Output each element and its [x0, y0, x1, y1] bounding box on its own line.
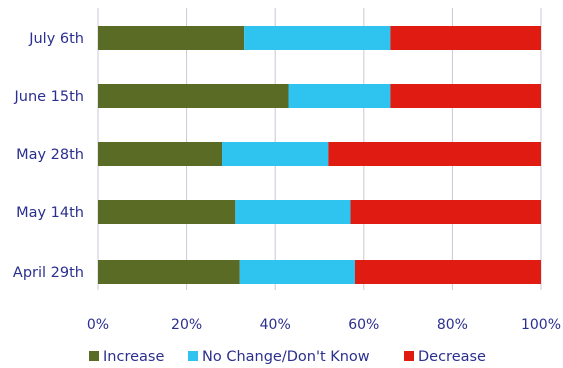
category-label: June 15th [13, 89, 84, 105]
bar-segment-no-change-don-t-know-4 [239, 260, 355, 284]
category-label: April 29th [13, 265, 84, 281]
x-tick-label: 60% [348, 317, 379, 333]
category-label: July 6th [28, 31, 84, 47]
bar-segment-decrease-4 [354, 260, 541, 284]
legend-label: Decrease [418, 349, 486, 365]
bar-segment-no-change-don-t-know-0 [244, 26, 391, 50]
x-tick-label: 80% [437, 317, 468, 333]
x-tick-label: 20% [171, 317, 202, 333]
category-labels: July 6th June 15th May 28th May 14th April 2… [13, 31, 84, 281]
bar-segment-decrease-0 [390, 26, 541, 50]
bar-segment-no-change-don-t-know-2 [222, 142, 329, 166]
bars [98, 26, 541, 284]
bar-segment-increase-3 [98, 200, 236, 224]
legend-swatch-increase [89, 351, 99, 361]
x-tick-label: 0% [87, 317, 109, 333]
bar-segment-no-change-don-t-know-1 [288, 84, 391, 108]
bar-segment-increase-2 [98, 142, 223, 166]
legend-label: No Change/Don't Know [202, 349, 370, 365]
x-tick-label: 100% [521, 317, 561, 333]
legend-swatch-decrease [404, 351, 414, 361]
bar-segment-decrease-3 [350, 200, 541, 224]
bar-segment-increase-1 [98, 84, 289, 108]
x-tick-label: 40% [260, 317, 291, 333]
category-label: May 28th [16, 147, 84, 163]
bar-segment-decrease-2 [328, 142, 541, 166]
bar-segment-decrease-1 [390, 84, 541, 108]
x-tick-labels: 0% 20% 40% 60% 80% 100% [87, 317, 561, 333]
legend: Increase No Change/Don't Know Decrease [89, 349, 486, 365]
bar-segment-increase-0 [98, 26, 245, 50]
bar-segment-increase-4 [98, 260, 240, 284]
category-label: May 14th [16, 205, 84, 221]
bar-segment-no-change-don-t-know-3 [235, 200, 351, 224]
legend-label: Increase [103, 349, 164, 365]
legend-swatch-no-change-don-t-know [188, 351, 198, 361]
